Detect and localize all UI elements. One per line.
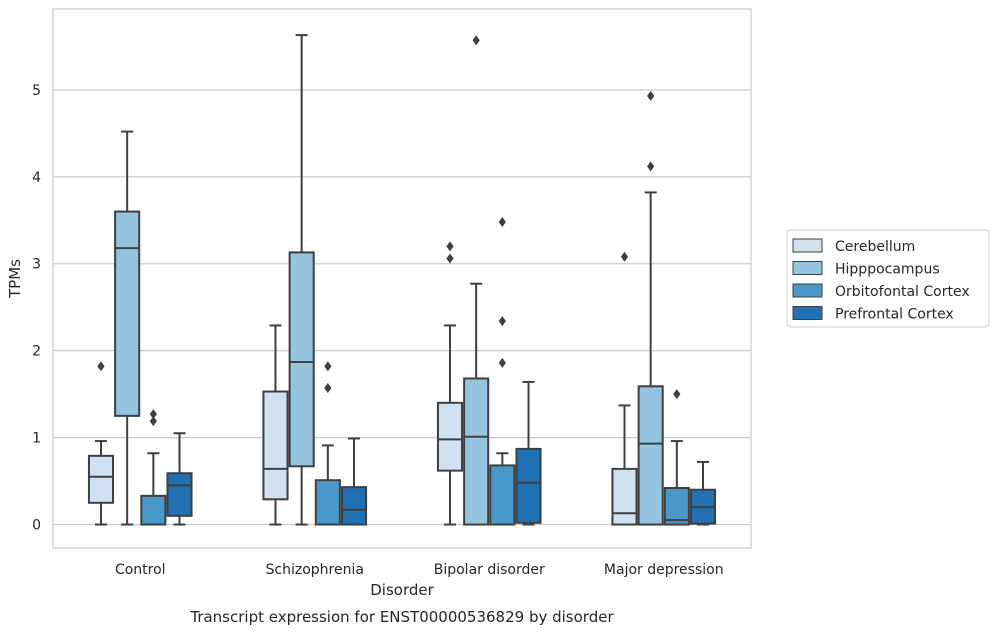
- outlier-point: [673, 389, 681, 400]
- outlier-point: [498, 357, 506, 368]
- x-axis-label: Disorder: [370, 581, 434, 599]
- plot-frame: [52, 8, 752, 549]
- box-1-3: [340, 437, 368, 526]
- box-3-3: [689, 460, 717, 526]
- box-body: [515, 447, 542, 524]
- x-tick-label: Major depression: [604, 562, 724, 578]
- box-0-3: [166, 432, 193, 526]
- box-0-2: [140, 409, 167, 526]
- box-body: [288, 251, 315, 468]
- x-tick-label: Bipolar disorder: [434, 562, 545, 578]
- outlier-point: [647, 161, 655, 172]
- outlier-point: [620, 251, 629, 262]
- outlier-point: [149, 409, 157, 420]
- outlier-point: [324, 361, 332, 372]
- legend-swatch: [792, 238, 823, 253]
- outlier-point: [324, 383, 332, 394]
- box-1-0: [262, 324, 289, 526]
- legend-frame: [786, 229, 990, 328]
- y-tick-label: 3: [32, 257, 41, 273]
- box-body: [114, 210, 141, 417]
- figure-caption: Transcript expression for ENST0000053682…: [189, 608, 614, 626]
- legend-label: Hipppocampus: [835, 262, 940, 278]
- box-groups: [87, 34, 717, 526]
- outlier-point: [97, 361, 105, 372]
- box-2-0: [436, 241, 464, 526]
- outlier-point: [446, 253, 454, 264]
- y-tick-label: 1: [32, 431, 41, 447]
- y-tick-label: 2: [32, 344, 41, 360]
- box-body: [637, 385, 664, 526]
- box-body: [436, 401, 464, 472]
- y-tick-label: 0: [32, 518, 41, 534]
- box-2-3: [515, 380, 542, 526]
- y-tick-label: 4: [32, 170, 41, 186]
- legend-label: Prefrontal Cortex: [835, 307, 954, 323]
- box-1-1: [288, 34, 315, 526]
- box-3-1: [637, 90, 664, 526]
- box-3-2: [663, 389, 690, 526]
- box-body: [463, 377, 490, 526]
- outlier-point: [472, 35, 480, 46]
- outlier-point: [647, 90, 655, 101]
- outlier-point: [149, 416, 157, 427]
- box-body: [663, 487, 690, 526]
- box-2-2: [489, 216, 516, 526]
- legend-label: Cerebellum: [835, 239, 915, 255]
- box-body: [166, 472, 193, 517]
- box-2-1: [463, 35, 490, 526]
- box-0-0: [87, 361, 115, 526]
- outlier-point: [498, 316, 506, 327]
- legend-swatch: [792, 306, 823, 320]
- box-1-2: [314, 361, 341, 526]
- outlier-point: [498, 216, 506, 227]
- legend-swatch: [792, 261, 823, 275]
- legend: Cerebellum Hipppocampus Orbitofontal Corte…: [786, 229, 990, 328]
- y-axis-label: TPMs: [6, 259, 24, 299]
- legend-label: Orbitofontal Cortex: [835, 284, 970, 300]
- box-3-0: [611, 251, 638, 526]
- box-body: [489, 464, 516, 526]
- box-body: [314, 479, 341, 526]
- x-tick-label: Schizophrenia: [266, 562, 364, 578]
- legend-swatch: [792, 283, 823, 298]
- outlier-point: [446, 241, 454, 252]
- box-0-1: [114, 130, 141, 526]
- x-tick-labels: Control Schizophrenia Bipolar disorder Majo…: [115, 562, 724, 578]
- box-body: [140, 494, 167, 526]
- y-tick-label: 5: [32, 83, 41, 99]
- box-body: [340, 486, 368, 526]
- box-body: [611, 467, 638, 526]
- y-tick-labels: 0 1 2 3 4 5: [32, 83, 41, 534]
- box-body: [87, 454, 115, 504]
- box-body: [262, 390, 289, 501]
- x-tick-label: Control: [115, 562, 166, 578]
